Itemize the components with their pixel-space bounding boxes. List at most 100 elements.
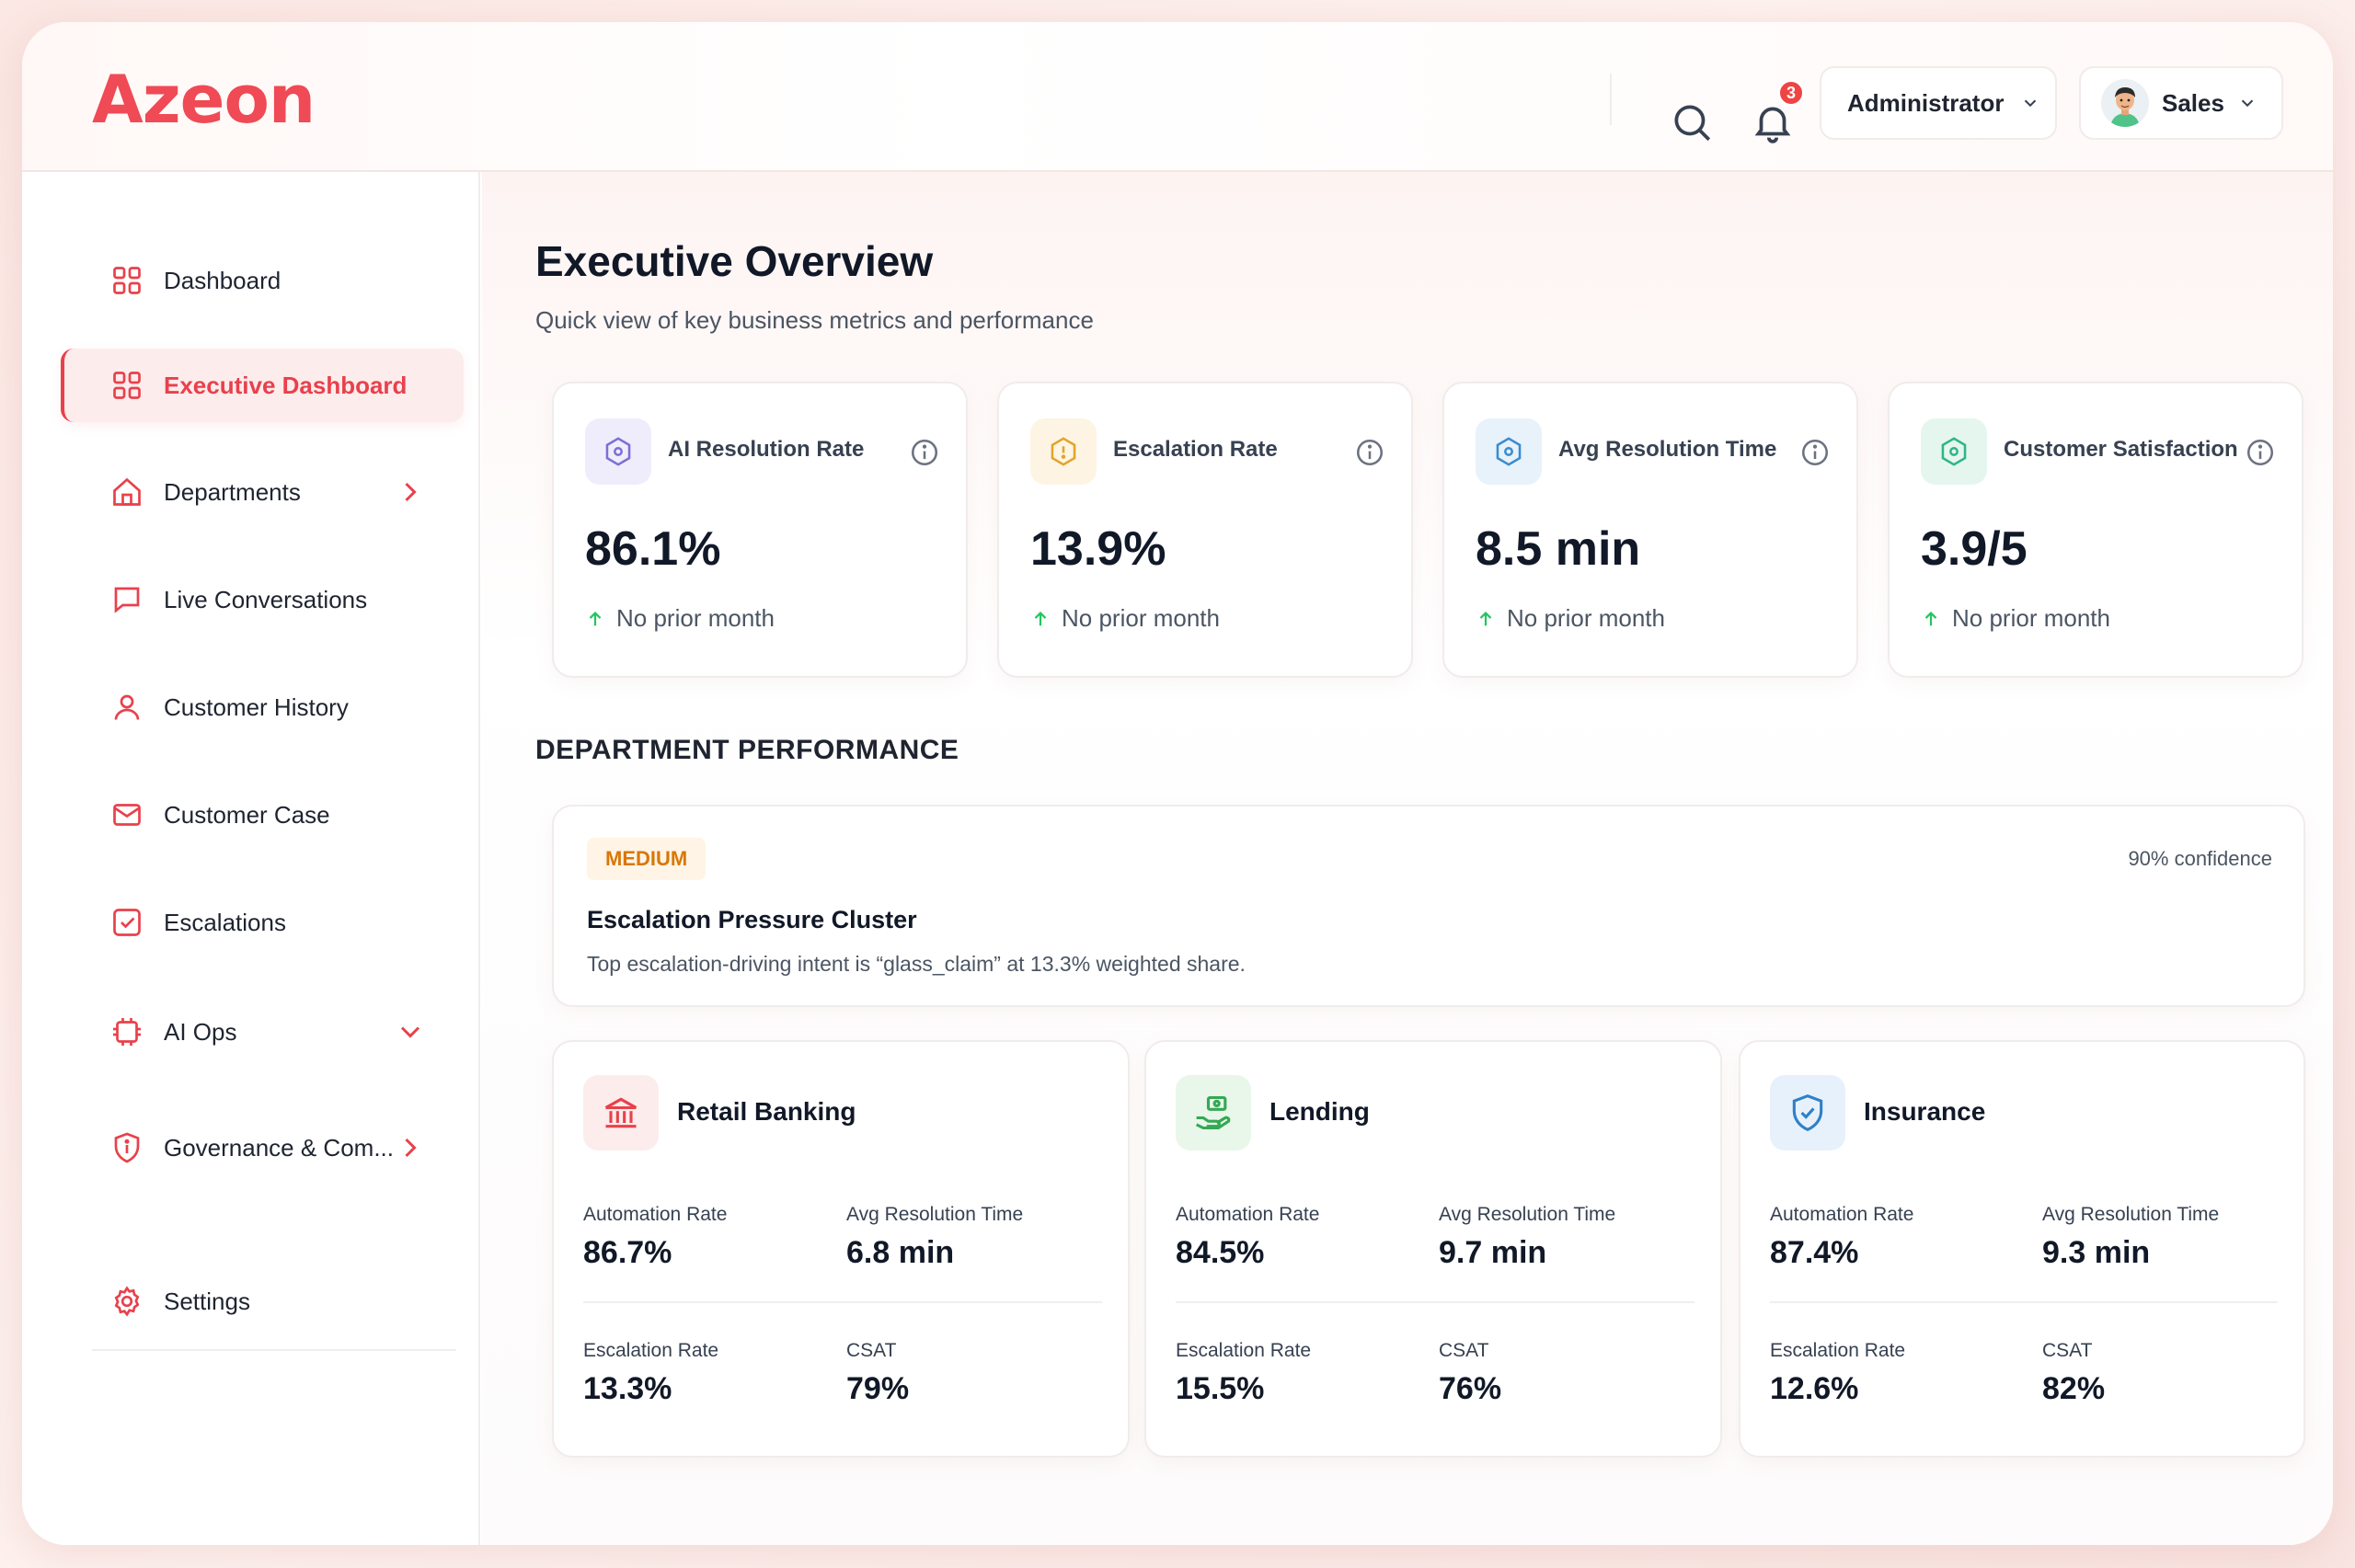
- metric-label-csat: CSAT: [846, 1340, 897, 1361]
- arrow-up-icon: [1924, 611, 1937, 625]
- sidebar-item-settings[interactable]: Settings: [61, 1265, 464, 1338]
- kpi-label: Escalation Rate: [1113, 437, 1278, 462]
- kpi-value: 8.5 min: [1476, 522, 1641, 576]
- grid-icon: [113, 372, 141, 399]
- kpi-value: 13.9%: [1030, 522, 1166, 576]
- sidebar-item-customer-case[interactable]: Customer Case: [61, 778, 464, 852]
- sidebar: Dashboard Executive Dashboard Department…: [22, 172, 480, 1545]
- kpi-trend: No prior month: [1476, 604, 1665, 633]
- sidebar-item-live-conversations[interactable]: Live Conversations: [61, 563, 464, 636]
- kpi-card-escalation-rate[interactable]: Escalation Rate 13.9% No prior month: [997, 382, 1413, 678]
- kpi-label: Avg Resolution Time: [1558, 437, 1777, 462]
- alert-hexagon-icon: [1051, 437, 1076, 466]
- metric-label-automation: Automation Rate: [1770, 1204, 1914, 1225]
- header-divider: [1610, 74, 1612, 125]
- metric-label-escalation: Escalation Rate: [1176, 1340, 1312, 1361]
- sidebar-item-escalations[interactable]: Escalations: [61, 886, 464, 959]
- department-card-retail-banking[interactable]: Retail Banking Automation Rate 86.7% Avg…: [552, 1040, 1130, 1458]
- department-card-insurance[interactable]: Insurance Automation Rate 87.4% Avg Reso…: [1739, 1040, 2305, 1458]
- role-dropdown[interactable]: Administrator: [1820, 66, 2057, 140]
- kpi-label: AI Resolution Rate: [668, 437, 865, 462]
- metric-label-escalation: Escalation Rate: [583, 1340, 719, 1361]
- user-icon: [114, 694, 140, 720]
- role-label: Administrator: [1847, 88, 2005, 117]
- sidebar-item-label: Dashboard: [164, 266, 281, 294]
- smile-hexagon-icon: [1941, 437, 1967, 466]
- sidebar-item-ai-ops[interactable]: AI Ops: [61, 995, 464, 1069]
- shield-icon: [114, 1132, 140, 1163]
- metric-value-csat: 79%: [846, 1371, 910, 1406]
- info-icon[interactable]: [1354, 437, 1385, 468]
- sidebar-item-executive-dashboard[interactable]: Executive Dashboard: [61, 349, 464, 422]
- info-icon[interactable]: [2245, 437, 2276, 468]
- kpi-value: 3.9/5: [1921, 522, 2028, 576]
- metric-value-csat: 82%: [2042, 1371, 2106, 1406]
- kpi-trend-text: No prior month: [1952, 604, 2110, 632]
- chat-icon: [114, 587, 140, 613]
- metric-value-avg-time: 9.7 min: [1439, 1235, 1547, 1270]
- kpi-value: 86.1%: [585, 522, 721, 576]
- kpi-card-customer-satisfaction[interactable]: Customer Satisfaction 3.9/5 No prior mon…: [1888, 382, 2303, 678]
- insight-title: Escalation Pressure Cluster: [587, 906, 917, 933]
- chevron-down-icon: [2025, 99, 2037, 108]
- grid-icon: [113, 267, 141, 294]
- kpi-trend: No prior month: [1030, 604, 1220, 633]
- bank-icon: [604, 1097, 638, 1128]
- bell-icon[interactable]: [1750, 99, 1796, 145]
- metric-label-avg-time: Avg Resolution Time: [1439, 1204, 1616, 1225]
- gear-icon: [114, 1286, 140, 1317]
- sidebar-item-departments[interactable]: Departments: [61, 455, 464, 529]
- page-subtitle: Quick view of key business metrics and p…: [535, 306, 1094, 334]
- department-icon-badge: [583, 1075, 659, 1150]
- chevron-right-icon[interactable]: [394, 475, 427, 509]
- arrow-up-icon: [1034, 611, 1047, 625]
- section-title: DEPARTMENT PERFORMANCE: [535, 735, 959, 765]
- department-icon-badge: [1770, 1075, 1845, 1150]
- kpi-trend-text: No prior month: [616, 604, 775, 632]
- metric-value-escalation: 13.3%: [583, 1371, 672, 1406]
- kpi-card-ai-resolution[interactable]: AI Resolution Rate 86.1% No prior month: [552, 382, 968, 678]
- home-icon: [113, 477, 141, 506]
- metric-label-automation: Automation Rate: [583, 1204, 728, 1225]
- department-card-lending[interactable]: Lending Automation Rate 84.5% Avg Resolu…: [1144, 1040, 1722, 1458]
- insight-card[interactable]: MEDIUM 90% confidence Escalation Pressur…: [552, 805, 2305, 1007]
- sidebar-item-dashboard[interactable]: Dashboard: [61, 244, 464, 317]
- sidebar-item-customer-history[interactable]: Customer History: [61, 670, 464, 744]
- clock-hexagon-icon: [1496, 437, 1522, 466]
- shield-check-icon: [1792, 1094, 1823, 1132]
- kpi-trend: No prior month: [585, 604, 775, 633]
- kpi-icon-badge: [585, 418, 651, 485]
- kpi-trend-text: No prior month: [1062, 604, 1220, 632]
- main-content: Executive Overview Quick view of key bus…: [482, 172, 2333, 1545]
- sidebar-item-governance[interactable]: Governance & Com...: [61, 1111, 464, 1185]
- metric-value-escalation: 12.6%: [1770, 1371, 1859, 1406]
- confidence-label: 90% confidence: [2128, 847, 2272, 870]
- arrow-up-icon: [1479, 611, 1492, 625]
- sidebar-item-label: Customer History: [164, 692, 349, 721]
- kpi-card-avg-resolution-time[interactable]: Avg Resolution Time 8.5 min No prior mon…: [1442, 382, 1858, 678]
- user-dropdown[interactable]: Sales: [2079, 66, 2283, 140]
- kpi-icon-badge: [1030, 418, 1097, 485]
- top-header: Azeon 3 Administrator: [22, 22, 2333, 172]
- brand-logo[interactable]: Azeon: [92, 61, 316, 138]
- metric-value-automation: 87.4%: [1770, 1235, 1859, 1270]
- department-icon-badge: [1176, 1075, 1251, 1150]
- metric-value-avg-time: 9.3 min: [2042, 1235, 2151, 1270]
- chevron-down-icon[interactable]: [394, 1015, 427, 1048]
- app-window: Azeon 3 Administrator: [22, 22, 2333, 1545]
- card-divider: [583, 1301, 1102, 1303]
- department-name: Insurance: [1864, 1097, 1986, 1126]
- card-divider: [1770, 1301, 2278, 1303]
- avatar: [2101, 79, 2149, 127]
- sidebar-item-label: Departments: [164, 477, 301, 506]
- chevron-right-icon[interactable]: [394, 1131, 427, 1164]
- hexagon-target-icon: [605, 437, 631, 466]
- sidebar-item-label: Escalations: [164, 908, 286, 936]
- sidebar-item-label: Live Conversations: [164, 585, 368, 613]
- info-icon[interactable]: [909, 437, 940, 468]
- metric-value-escalation: 15.5%: [1176, 1371, 1265, 1406]
- search-icon[interactable]: [1669, 99, 1715, 145]
- info-icon[interactable]: [1799, 437, 1831, 468]
- sidebar-item-label: Settings: [164, 1287, 250, 1315]
- sidebar-item-label: Executive Dashboard: [164, 371, 408, 399]
